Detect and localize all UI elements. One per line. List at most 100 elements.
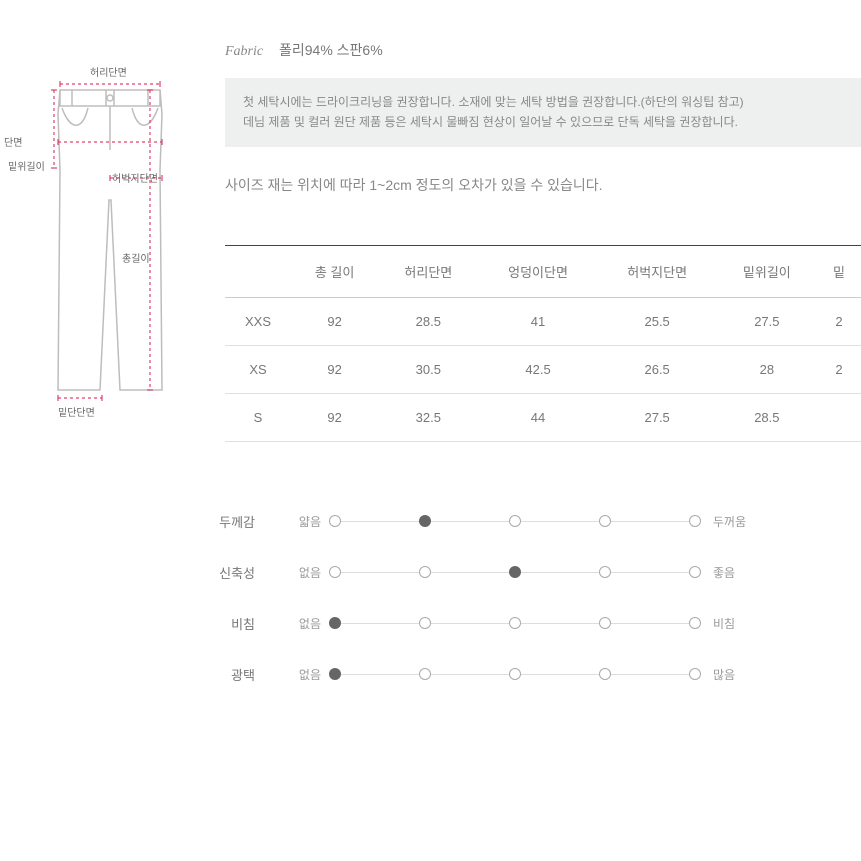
attr-segment: [521, 623, 599, 624]
table-cell: 92: [291, 297, 378, 345]
size-col-5: 밑위길이: [717, 245, 817, 297]
attr-segment: [341, 572, 419, 573]
attr-dot[interactable]: [509, 515, 521, 527]
attr-row-3: 광택없음많음: [185, 665, 861, 684]
table-cell: 92: [291, 393, 378, 441]
attr-dot[interactable]: [509, 566, 521, 578]
size-col-0: [225, 245, 291, 297]
attr-segment: [521, 521, 599, 522]
content-column: Fabric 폴리94% 스판6% 첫 세탁시에는 드라이크리닝을 권장합니다.…: [200, 30, 861, 716]
attr-left-label: 얇음: [285, 513, 321, 530]
diagram-column: 허리단면 단면 밑위길이 허벅지단면 총길이 밑단단면: [10, 30, 200, 716]
table-cell: 30.5: [378, 345, 478, 393]
table-cell: [817, 393, 861, 441]
table-cell: 44: [478, 393, 597, 441]
table-cell: XS: [225, 345, 291, 393]
attr-left-label: 없음: [285, 666, 321, 683]
attr-dot[interactable]: [689, 617, 701, 629]
table-cell: 27.5: [598, 393, 717, 441]
attr-row-2: 비침없음 비침: [185, 614, 861, 633]
attr-scale: 없음 좋음: [285, 564, 735, 581]
size-col-1: 총 길이: [291, 245, 378, 297]
table-cell: 28: [717, 345, 817, 393]
table-cell: 28.5: [717, 393, 817, 441]
label-rise: 밑위길이: [8, 158, 45, 173]
attr-dot[interactable]: [689, 515, 701, 527]
label-waist: 허리단면: [90, 64, 127, 79]
fabric-label: Fabric: [225, 44, 263, 59]
attr-dot[interactable]: [599, 515, 611, 527]
size-table: 총 길이허리단면엉덩이단면허벅지단면밑위길이밑 XXS9228.54125.52…: [225, 245, 861, 442]
size-table-body: XXS9228.54125.527.52XS9230.542.526.5282S…: [225, 297, 861, 441]
attr-dot[interactable]: [329, 617, 341, 629]
table-row: S9232.54427.528.5: [225, 393, 861, 441]
attr-scale: 없음 비침: [285, 615, 735, 632]
attr-dot[interactable]: [599, 617, 611, 629]
table-cell: S: [225, 393, 291, 441]
label-hem: 밑단단면: [58, 404, 95, 419]
size-col-2: 허리단면: [378, 245, 478, 297]
size-col-6: 밑: [817, 245, 861, 297]
attr-right-label: 좋음: [713, 564, 735, 581]
attr-dots: [329, 566, 701, 578]
attr-segment: [341, 623, 419, 624]
table-cell: 26.5: [598, 345, 717, 393]
table-cell: 25.5: [598, 297, 717, 345]
attr-segment: [611, 521, 689, 522]
table-cell: 41: [478, 297, 597, 345]
attr-segment: [431, 572, 509, 573]
attr-dot[interactable]: [689, 668, 701, 680]
attr-scale: 얇음 두꺼움: [285, 513, 746, 530]
attr-segment: [341, 521, 419, 522]
pants-diagram: 허리단면 단면 밑위길이 허벅지단면 총길이 밑단단면: [10, 50, 190, 430]
attr-dot[interactable]: [689, 566, 701, 578]
attr-right-label: 두꺼움: [713, 513, 746, 530]
attr-segment: [521, 674, 599, 675]
attr-segment: [341, 674, 419, 675]
table-row: XXS9228.54125.527.52: [225, 297, 861, 345]
table-cell: 42.5: [478, 345, 597, 393]
label-hip: 단면: [4, 134, 22, 149]
fabric-row: Fabric 폴리94% 스판6%: [225, 30, 861, 78]
wash-notice: 첫 세탁시에는 드라이크리닝을 권장합니다. 소재에 맞는 세탁 방법을 권장합…: [225, 78, 861, 147]
attr-left-label: 없음: [285, 615, 321, 632]
attr-dot[interactable]: [419, 617, 431, 629]
attr-dot[interactable]: [599, 566, 611, 578]
attr-dot[interactable]: [419, 668, 431, 680]
attr-dot[interactable]: [329, 515, 341, 527]
attr-row-1: 신축성없음좋음: [185, 563, 861, 582]
notice-line-1: 첫 세탁시에는 드라이크리닝을 권장합니다. 소재에 맞는 세탁 방법을 권장합…: [243, 92, 843, 112]
attr-dots: [329, 617, 701, 629]
attr-right-label: 비침: [713, 615, 735, 632]
size-col-4: 허벅지단면: [598, 245, 717, 297]
table-cell: 32.5: [378, 393, 478, 441]
notice-line-2: 데님 제품 및 컬러 원단 제품 등은 세탁시 물빠짐 현상이 일어날 수 있으…: [243, 112, 843, 132]
attributes-section: 두께감얇음두꺼움신축성없음좋음비침없음비침광택없음많음: [185, 512, 861, 684]
attr-segment: [431, 674, 509, 675]
attr-segment: [611, 572, 689, 573]
attr-dot[interactable]: [329, 668, 341, 680]
attr-segment: [611, 623, 689, 624]
attr-row-0: 두께감얇음두꺼움: [185, 512, 861, 531]
attr-dot[interactable]: [419, 566, 431, 578]
table-cell: 2: [817, 297, 861, 345]
attr-segment: [521, 572, 599, 573]
attr-dot[interactable]: [509, 617, 521, 629]
attr-segment: [611, 674, 689, 675]
attr-dot[interactable]: [419, 515, 431, 527]
size-col-3: 엉덩이단면: [478, 245, 597, 297]
attr-dot[interactable]: [509, 668, 521, 680]
label-thigh: 허벅지단면: [112, 170, 158, 185]
table-cell: 2: [817, 345, 861, 393]
attr-dots: [329, 515, 701, 527]
table-cell: 92: [291, 345, 378, 393]
fabric-value: 폴리94% 스판6%: [279, 42, 383, 58]
size-table-head: 총 길이허리단면엉덩이단면허벅지단면밑위길이밑: [225, 245, 861, 297]
attr-dot[interactable]: [599, 668, 611, 680]
attr-right-label: 많음: [713, 666, 735, 683]
size-note: 사이즈 재는 위치에 따라 1~2cm 정도의 오차가 있을 수 있습니다.: [225, 147, 861, 245]
attr-left-label: 없음: [285, 564, 321, 581]
table-cell: 28.5: [378, 297, 478, 345]
attr-dot[interactable]: [329, 566, 341, 578]
page-root: 허리단면 단면 밑위길이 허벅지단면 총길이 밑단단면 Fabric 폴리94%…: [0, 0, 861, 716]
